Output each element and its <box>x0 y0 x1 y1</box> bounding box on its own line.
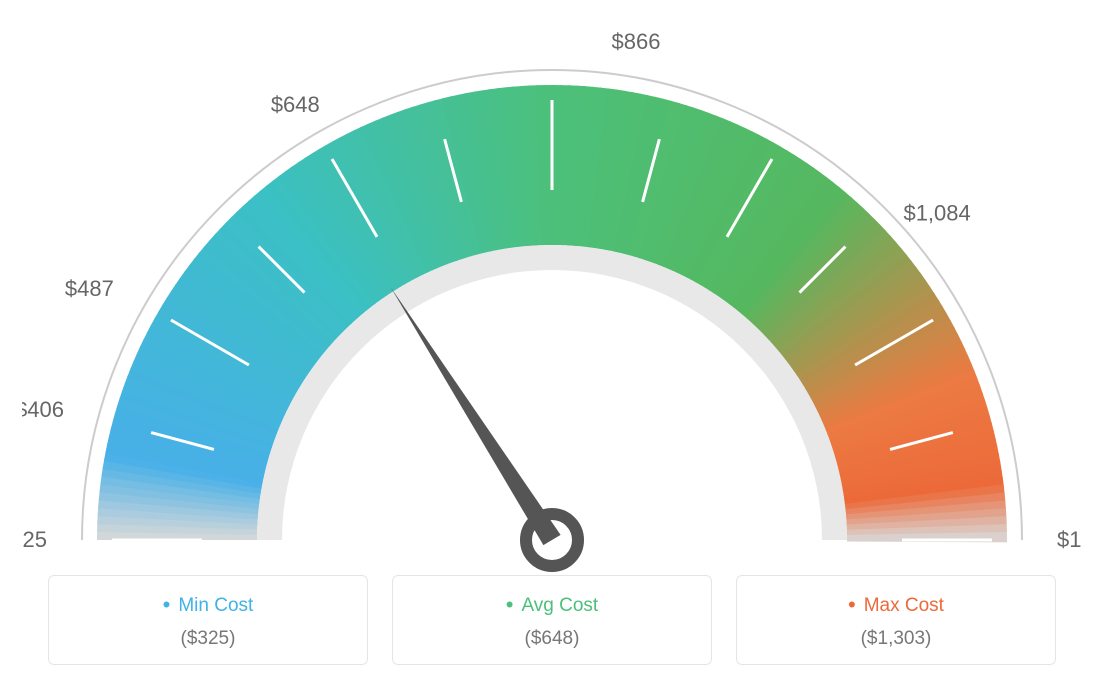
svg-text:$406: $406 <box>22 397 64 422</box>
gauge-svg: $325 $406 $487 $648 $866 $1,084 $1,303 <box>22 20 1082 580</box>
legend-avg-label: Avg Cost <box>393 592 711 618</box>
legend-card-avg: Avg Cost ($648) <box>392 575 712 665</box>
legend-avg-value: ($648) <box>393 628 711 650</box>
gauge-chart: $325 $406 $487 $648 $866 $1,084 $1,303 <box>22 20 1082 580</box>
legend-min-label: Min Cost <box>49 592 367 618</box>
legend-card-min: Min Cost ($325) <box>48 575 368 665</box>
legend-min-value: ($325) <box>49 628 367 650</box>
svg-text:$325: $325 <box>22 527 47 552</box>
svg-text:$648: $648 <box>271 92 320 117</box>
legend-max-label: Max Cost <box>737 592 1055 618</box>
legend-card-max: Max Cost ($1,303) <box>736 575 1056 665</box>
svg-text:$487: $487 <box>65 276 114 301</box>
svg-text:$1,084: $1,084 <box>903 200 970 225</box>
legend-max-value: ($1,303) <box>737 628 1055 650</box>
svg-text:$866: $866 <box>611 29 660 54</box>
svg-text:$1,303: $1,303 <box>1057 527 1082 552</box>
legend-row: Min Cost ($325) Avg Cost ($648) Max Cost… <box>48 575 1056 665</box>
